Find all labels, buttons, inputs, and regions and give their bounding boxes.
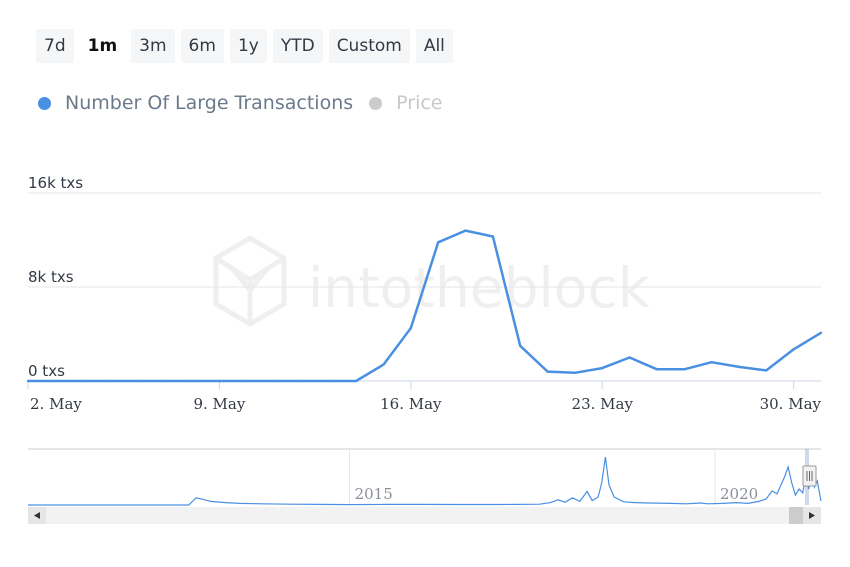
range-button-7d[interactable]: 7d xyxy=(36,29,74,63)
data-point xyxy=(26,379,30,383)
x-axis: 2. May 9. May 16. May 23. May 30. May xyxy=(27,381,822,413)
legend-item-number-of-large-transactions[interactable]: Number Of Large Transactions xyxy=(38,92,353,114)
x-tick-label: 9. May xyxy=(193,395,245,413)
y-tick-label: 16k txs xyxy=(28,174,83,192)
data-point xyxy=(710,361,713,364)
data-point xyxy=(190,379,194,383)
data-point xyxy=(272,379,276,383)
range-button-6m[interactable]: 6m xyxy=(180,29,224,63)
legend: Number Of Large Transactions Price xyxy=(38,92,443,114)
data-point xyxy=(327,379,330,383)
data-point xyxy=(491,235,495,238)
watermark-logo xyxy=(213,235,287,327)
data-point xyxy=(737,365,741,369)
data-point xyxy=(436,241,440,244)
range-button-1m[interactable]: 1m xyxy=(79,29,126,63)
navigator[interactable]: 2015 2020 xyxy=(28,448,822,506)
data-point xyxy=(819,331,823,335)
data-point xyxy=(683,368,686,371)
data-point xyxy=(573,371,577,374)
x-tick-label: 16. May xyxy=(380,395,442,413)
data-point xyxy=(354,379,358,383)
legend-item-price[interactable]: Price xyxy=(369,92,443,114)
scrollbar-thumb[interactable] xyxy=(789,507,803,524)
scrollbar[interactable] xyxy=(28,507,821,524)
arrow-left-icon xyxy=(34,512,40,519)
data-point xyxy=(792,348,795,351)
data-point xyxy=(300,379,303,383)
range-button-1y[interactable]: 1y xyxy=(229,29,267,63)
data-point xyxy=(464,229,467,232)
data-point xyxy=(765,369,768,372)
data-point xyxy=(519,344,522,347)
data-point xyxy=(382,363,385,366)
y-axis-labels: 0 txs 8k txs 16k txs xyxy=(28,174,83,380)
navigator-tick-label: 2020 xyxy=(720,485,758,503)
range-button-custom[interactable]: Custom xyxy=(328,29,410,63)
range-button-ytd[interactable]: YTD xyxy=(272,29,323,63)
arrow-right-icon xyxy=(809,512,815,519)
legend-dot-icon xyxy=(38,96,51,110)
data-point xyxy=(601,366,604,370)
series-layer xyxy=(26,229,823,383)
y-tick-label: 8k txs xyxy=(28,268,74,286)
scrollbar-track[interactable] xyxy=(28,507,821,524)
series-line-number-of-large-transactions xyxy=(28,229,822,383)
legend-dot-icon xyxy=(369,96,383,110)
data-point xyxy=(163,379,166,383)
navigator-series-line xyxy=(28,456,822,506)
data-point xyxy=(245,379,248,383)
legend-label: Price xyxy=(396,92,443,114)
data-point xyxy=(628,356,631,359)
y-tick-label: 0 txs xyxy=(28,362,65,380)
x-tick-label: 2. May xyxy=(30,395,82,413)
data-point xyxy=(218,379,221,383)
data-point xyxy=(409,326,413,330)
range-selector: 7d 1m 3m 6m 1y YTD Custom All xyxy=(36,29,453,63)
data-point xyxy=(655,368,659,371)
x-tick-label: 23. May xyxy=(572,395,634,413)
range-button-3m[interactable]: 3m xyxy=(131,29,175,63)
range-button-all[interactable]: All xyxy=(415,29,453,63)
x-tick-label: 30. May xyxy=(760,395,822,413)
data-point xyxy=(81,379,84,383)
watermark-text: intotheblock xyxy=(308,256,650,320)
legend-label: Number Of Large Transactions xyxy=(65,92,354,114)
navigator-tick-label: 2015 xyxy=(355,485,393,503)
data-point xyxy=(546,370,549,373)
data-point xyxy=(108,379,112,383)
data-point xyxy=(54,379,57,383)
data-point xyxy=(136,379,139,383)
